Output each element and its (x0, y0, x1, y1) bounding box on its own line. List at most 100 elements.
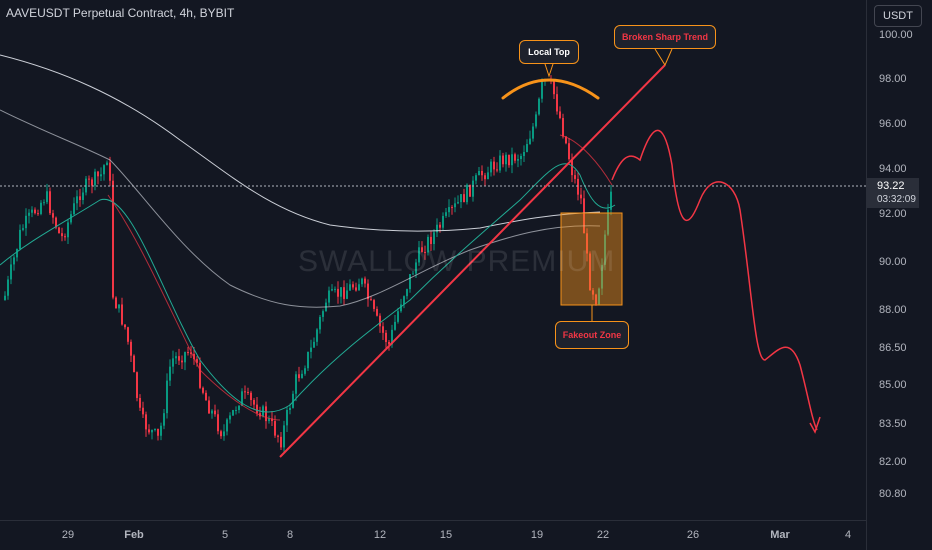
candle-body (256, 404, 258, 414)
candle-body (448, 207, 450, 213)
candle-body (358, 284, 360, 291)
candle-body (433, 232, 435, 244)
candle-body (289, 407, 291, 410)
candle-body (73, 203, 75, 215)
candle-body (88, 178, 90, 180)
candle-body (469, 184, 471, 197)
candle-body (418, 247, 420, 263)
candle-body (184, 352, 186, 363)
candle-body (415, 262, 417, 274)
price-tick: 88.00 (879, 304, 907, 316)
candle-body (76, 196, 78, 204)
candle-body (109, 162, 111, 181)
broken-trend-callout[interactable]: Broken Sharp Trend (614, 25, 716, 49)
candle-body (217, 414, 219, 432)
candle-body (322, 311, 324, 317)
candle-body (451, 207, 453, 209)
candle-body (190, 352, 192, 355)
candle-body (589, 253, 591, 291)
price-tick: 86.50 (879, 342, 907, 354)
candle-body (394, 321, 396, 330)
candle-body (274, 421, 276, 436)
price-tick: 85.00 (879, 379, 907, 391)
candle-body (100, 174, 102, 177)
symbol-title[interactable]: AAVEUSDT Perpetual Contract, 4h, BYBIT (6, 6, 235, 20)
candle-body (370, 299, 372, 301)
candle-body (565, 136, 567, 144)
candle-body (373, 300, 375, 309)
candle-body (4, 295, 6, 300)
candle-body (157, 428, 159, 436)
candle-body (481, 170, 483, 176)
ema-line-red (107, 194, 281, 421)
candle-body (235, 409, 237, 411)
candle-body (283, 425, 285, 448)
candle-body (148, 429, 150, 433)
candle-body (574, 175, 576, 179)
candle-body (205, 392, 207, 401)
candle-body (151, 429, 153, 433)
candle-body (340, 287, 342, 297)
candle-body (271, 418, 273, 422)
candle-body (493, 161, 495, 170)
currency-button[interactable]: USDT (874, 5, 922, 27)
candle-body (577, 178, 579, 195)
time-axis[interactable]: 29 Feb 5 8 12 15 19 22 26 Mar 4 (0, 520, 866, 550)
fakeout-zone-callout[interactable]: Fakeout Zone (555, 321, 629, 349)
candle-body (541, 80, 543, 99)
candle-body (34, 209, 36, 214)
candle-body (319, 316, 321, 330)
candle-body (187, 352, 189, 354)
ma-line-long (0, 54, 601, 232)
candle-body (601, 264, 603, 289)
price-chart[interactable] (0, 0, 866, 520)
candle-body (571, 159, 573, 176)
price-tick: 80.80 (879, 488, 907, 500)
candle-body (310, 347, 312, 352)
candle-body (166, 380, 168, 414)
candle-body (31, 209, 33, 213)
candle-body (7, 279, 9, 296)
current-price-badge: 93.22 03:32:09 (867, 178, 919, 208)
candle-body (361, 278, 363, 285)
candle-body (52, 213, 54, 218)
candle-body (208, 400, 210, 414)
candle-body (124, 324, 126, 328)
candle-body (421, 247, 423, 252)
candle-body (40, 202, 42, 214)
candle-body (532, 126, 534, 139)
time-tick: 5 (221, 529, 229, 541)
candle-body (55, 217, 57, 228)
candle-body (562, 118, 564, 137)
candle-body (28, 212, 30, 216)
candle-body (517, 159, 519, 161)
price-axis[interactable]: 100.00 98.00 96.00 94.00 92.00 90.00 88.… (866, 0, 932, 550)
candle-body (379, 315, 381, 327)
candle-body (355, 287, 357, 291)
time-tick: 29 (61, 529, 75, 541)
candle-body (529, 138, 531, 144)
candle-body (409, 274, 411, 290)
candle-body (337, 288, 339, 297)
candle-body (538, 98, 540, 115)
candle-body (49, 191, 51, 214)
time-tick: 4 (844, 529, 852, 541)
candle-body (397, 311, 399, 322)
candle-body (145, 414, 147, 430)
candle-body (490, 161, 492, 173)
candle-body (559, 111, 561, 119)
candle-body (61, 233, 63, 237)
candle-body (505, 154, 507, 165)
candle-body (178, 356, 180, 361)
candle-body (220, 431, 222, 437)
candle-body (595, 294, 597, 305)
candle-body (229, 415, 231, 420)
local-top-callout[interactable]: Local Top (519, 40, 579, 64)
candle-body (301, 373, 303, 379)
candle-body (142, 407, 144, 415)
price-tick: 100.00 (879, 29, 913, 41)
candle-body (403, 296, 405, 305)
price-tick: 92.00 (879, 208, 907, 220)
time-tick: Mar (770, 529, 790, 541)
candle-body (244, 391, 246, 393)
